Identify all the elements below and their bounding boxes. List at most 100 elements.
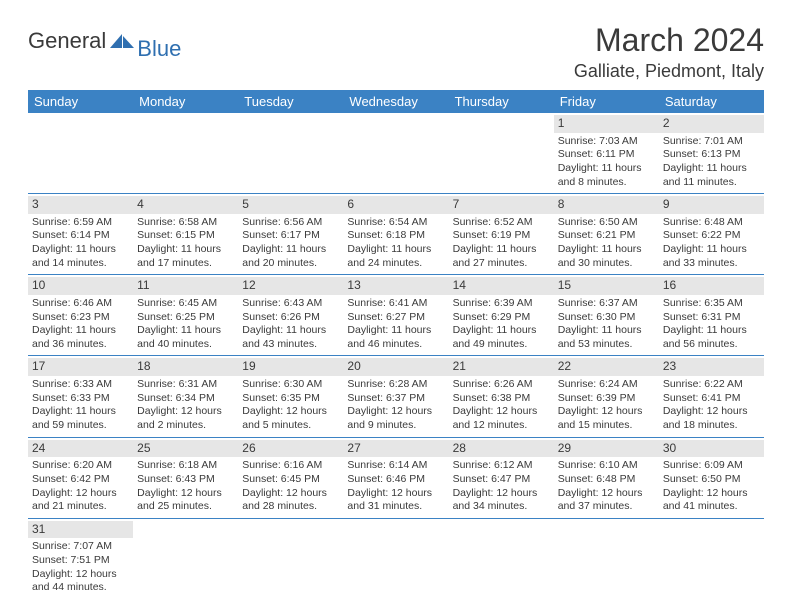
day-d1: Daylight: 11 hours <box>453 243 550 257</box>
day-d1: Daylight: 12 hours <box>347 487 444 501</box>
day-number: 11 <box>133 277 238 295</box>
calendar-day-cell: 4Sunrise: 6:58 AMSunset: 6:15 PMDaylight… <box>133 194 238 275</box>
day-number: 27 <box>343 440 448 458</box>
calendar-day-cell: 27Sunrise: 6:14 AMSunset: 6:46 PMDayligh… <box>343 437 448 518</box>
calendar-day-cell: 22Sunrise: 6:24 AMSunset: 6:39 PMDayligh… <box>554 356 659 437</box>
calendar-day-cell: 5Sunrise: 6:56 AMSunset: 6:17 PMDaylight… <box>238 194 343 275</box>
day-d1: Daylight: 11 hours <box>347 243 444 257</box>
calendar-day-cell: 15Sunrise: 6:37 AMSunset: 6:30 PMDayligh… <box>554 275 659 356</box>
day-d2: and 49 minutes. <box>453 338 550 352</box>
calendar-day-cell <box>343 113 448 194</box>
day-sr: Sunrise: 6:52 AM <box>453 216 550 230</box>
day-number: 10 <box>28 277 133 295</box>
day-d1: Daylight: 11 hours <box>32 405 129 419</box>
day-number: 3 <box>28 196 133 214</box>
day-number-blank <box>343 115 448 133</box>
calendar-day-cell: 20Sunrise: 6:28 AMSunset: 6:37 PMDayligh… <box>343 356 448 437</box>
day-ss: Sunset: 6:48 PM <box>558 473 655 487</box>
day-d2: and 20 minutes. <box>242 257 339 271</box>
day-d2: and 18 minutes. <box>663 419 760 433</box>
day-sr: Sunrise: 6:31 AM <box>137 378 234 392</box>
day-ss: Sunset: 6:46 PM <box>347 473 444 487</box>
calendar-day-cell <box>449 113 554 194</box>
day-sr: Sunrise: 6:50 AM <box>558 216 655 230</box>
day-sr: Sunrise: 6:35 AM <box>663 297 760 311</box>
day-d2: and 33 minutes. <box>663 257 760 271</box>
day-number: 28 <box>449 440 554 458</box>
day-number: 16 <box>659 277 764 295</box>
day-d1: Daylight: 12 hours <box>558 405 655 419</box>
day-number: 2 <box>659 115 764 133</box>
day-d1: Daylight: 11 hours <box>663 243 760 257</box>
day-d1: Daylight: 12 hours <box>663 405 760 419</box>
day-number-blank <box>133 115 238 133</box>
day-d1: Daylight: 11 hours <box>242 243 339 257</box>
day-ss: Sunset: 7:51 PM <box>32 554 129 568</box>
day-sr: Sunrise: 6:48 AM <box>663 216 760 230</box>
day-number: 19 <box>238 358 343 376</box>
day-d2: and 12 minutes. <box>453 419 550 433</box>
calendar-day-cell: 30Sunrise: 6:09 AMSunset: 6:50 PMDayligh… <box>659 437 764 518</box>
weekday-header: Saturday <box>659 90 764 113</box>
month-title: March 2024 <box>574 22 764 59</box>
calendar-day-cell: 9 Sunrise: 6:48 AMSunset: 6:22 PMDaylight… <box>659 194 764 275</box>
calendar-day-cell: 12Sunrise: 6:43 AMSunset: 6:26 PMDayligh… <box>238 275 343 356</box>
day-ss: Sunset: 6:21 PM <box>558 229 655 243</box>
day-sr: Sunrise: 6:18 AM <box>137 459 234 473</box>
calendar-day-cell: 16Sunrise: 6:35 AMSunset: 6:31 PMDayligh… <box>659 275 764 356</box>
day-ss: Sunset: 6:14 PM <box>32 229 129 243</box>
day-number-blank <box>28 115 133 133</box>
day-d1: Daylight: 12 hours <box>347 405 444 419</box>
day-number: 5 <box>238 196 343 214</box>
calendar-day-cell: 26Sunrise: 6:16 AMSunset: 6:45 PMDayligh… <box>238 437 343 518</box>
day-number: 9 <box>659 196 764 214</box>
day-ss: Sunset: 6:39 PM <box>558 392 655 406</box>
calendar-day-cell: 24Sunrise: 6:20 AMSunset: 6:42 PMDayligh… <box>28 437 133 518</box>
day-ss: Sunset: 6:23 PM <box>32 311 129 325</box>
day-d2: and 11 minutes. <box>663 176 760 190</box>
day-sr: Sunrise: 6:37 AM <box>558 297 655 311</box>
weekday-header-row: Sunday Monday Tuesday Wednesday Thursday… <box>28 90 764 113</box>
day-number: 24 <box>28 440 133 458</box>
day-d2: and 36 minutes. <box>32 338 129 352</box>
day-number: 7 <box>449 196 554 214</box>
calendar-week-row: 1Sunrise: 7:03 AMSunset: 6:11 PMDaylight… <box>28 113 764 194</box>
day-number: 20 <box>343 358 448 376</box>
day-number-blank <box>449 521 554 539</box>
day-sr: Sunrise: 6:56 AM <box>242 216 339 230</box>
day-d1: Daylight: 11 hours <box>558 162 655 176</box>
day-ss: Sunset: 6:33 PM <box>32 392 129 406</box>
day-d1: Daylight: 12 hours <box>137 405 234 419</box>
calendar-week-row: 24Sunrise: 6:20 AMSunset: 6:42 PMDayligh… <box>28 437 764 518</box>
day-number-blank <box>659 521 764 539</box>
calendar-day-cell: 10Sunrise: 6:46 AMSunset: 6:23 PMDayligh… <box>28 275 133 356</box>
day-number: 6 <box>343 196 448 214</box>
weekday-header: Tuesday <box>238 90 343 113</box>
title-block: March 2024 Galliate, Piedmont, Italy <box>574 22 764 82</box>
day-number-blank <box>133 521 238 539</box>
day-ss: Sunset: 6:22 PM <box>663 229 760 243</box>
day-number: 13 <box>343 277 448 295</box>
day-sr: Sunrise: 6:58 AM <box>137 216 234 230</box>
day-d2: and 37 minutes. <box>558 500 655 514</box>
day-d2: and 5 minutes. <box>242 419 339 433</box>
day-sr: Sunrise: 6:54 AM <box>347 216 444 230</box>
day-number-blank <box>554 521 659 539</box>
day-ss: Sunset: 6:38 PM <box>453 392 550 406</box>
day-number: 26 <box>238 440 343 458</box>
calendar-day-cell: 13Sunrise: 6:41 AMSunset: 6:27 PMDayligh… <box>343 275 448 356</box>
calendar-week-row: 10Sunrise: 6:46 AMSunset: 6:23 PMDayligh… <box>28 275 764 356</box>
day-d1: Daylight: 11 hours <box>663 324 760 338</box>
day-number: 25 <box>133 440 238 458</box>
calendar-day-cell: 23Sunrise: 6:22 AMSunset: 6:41 PMDayligh… <box>659 356 764 437</box>
brand-logo: General Blue <box>28 28 181 54</box>
day-ss: Sunset: 6:25 PM <box>137 311 234 325</box>
calendar-table: Sunday Monday Tuesday Wednesday Thursday… <box>28 90 764 599</box>
day-number-blank <box>238 521 343 539</box>
calendar-week-row: 31Sunrise: 7:07 AMSunset: 7:51 PMDayligh… <box>28 518 764 599</box>
day-number: 30 <box>659 440 764 458</box>
day-d1: Daylight: 12 hours <box>453 487 550 501</box>
day-ss: Sunset: 6:50 PM <box>663 473 760 487</box>
calendar-day-cell <box>238 518 343 599</box>
day-d2: and 40 minutes. <box>137 338 234 352</box>
